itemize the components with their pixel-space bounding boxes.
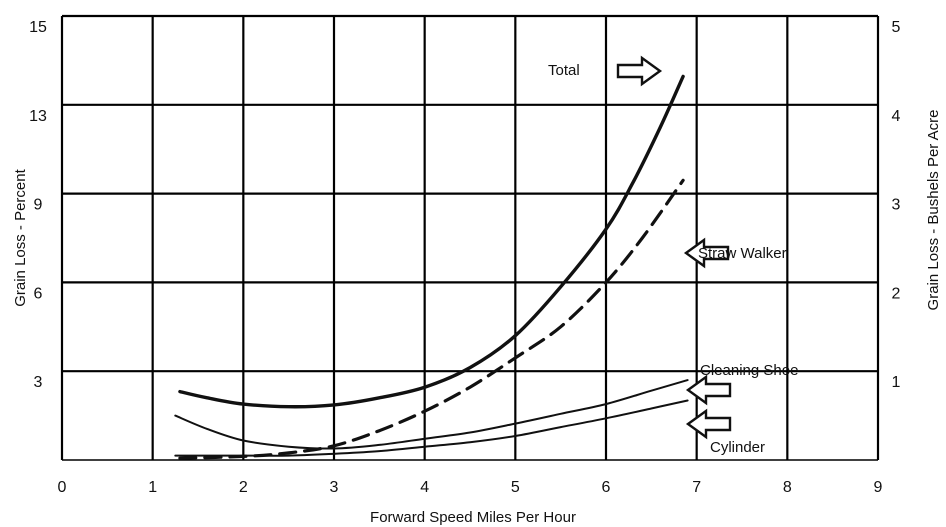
annotation-straw-walker: Straw Walker — [698, 245, 787, 262]
series-lines — [174, 74, 689, 460]
y-right-tick-label-1: 1 — [892, 374, 901, 391]
y-axis-title-left: Grain Loss - Percent — [12, 168, 29, 306]
annotation-cleaning-shoe: Cleaning Shoe — [700, 362, 798, 379]
series-line-cylinder — [174, 399, 689, 457]
arrow-left-icon-straw-walker — [683, 237, 730, 269]
x-tick-label-7: 7 — [692, 479, 701, 496]
annotation-arrows — [616, 55, 732, 440]
x-tick-label-1: 1 — [148, 479, 157, 496]
arrow-left-icon-cylinder — [685, 408, 732, 440]
y-left-tick-label-3: 3 — [34, 374, 43, 391]
tick-labels: 0 1 2 3 4 5 6 7 8 9 3 6 9 13 15 1 2 3 4 5 — [29, 19, 900, 496]
x-tick-label-4: 4 — [420, 479, 429, 496]
series-line-cleaning-shoe — [174, 379, 689, 450]
y-left-tick-label-15: 15 — [29, 19, 47, 36]
y-left-tick-label-6: 6 — [34, 285, 43, 302]
grid — [60, 14, 880, 461]
x-tick-label-3: 3 — [330, 479, 339, 496]
arrow-right-icon-total — [616, 55, 663, 87]
x-tick-label-5: 5 — [511, 479, 520, 496]
x-tick-label-6: 6 — [602, 479, 611, 496]
y-right-tick-label-2: 2 — [892, 285, 901, 302]
x-tick-label-0: 0 — [58, 479, 67, 496]
annotation-total: Total — [548, 62, 580, 79]
series-line-straw-walker — [178, 178, 685, 460]
y-right-tick-label-5: 5 — [892, 19, 901, 36]
y-left-tick-label-9: 9 — [34, 197, 43, 214]
series-line-total — [178, 74, 685, 409]
y-right-tick-label-4: 4 — [892, 108, 901, 125]
x-tick-label-2: 2 — [239, 479, 248, 496]
y-axis-title-right: Grain Loss - Bushels Per Acre — [925, 110, 942, 311]
x-axis-title: Forward Speed Miles Per Hour — [370, 509, 576, 526]
x-tick-label-9: 9 — [874, 479, 883, 496]
x-tick-label-8: 8 — [783, 479, 792, 496]
y-right-tick-label-3: 3 — [892, 197, 901, 214]
annotation-cylinder: Cylinder — [710, 439, 765, 456]
arrow-left-icon-cleaning-shoe — [685, 374, 732, 406]
y-left-tick-label-13: 13 — [29, 108, 47, 125]
